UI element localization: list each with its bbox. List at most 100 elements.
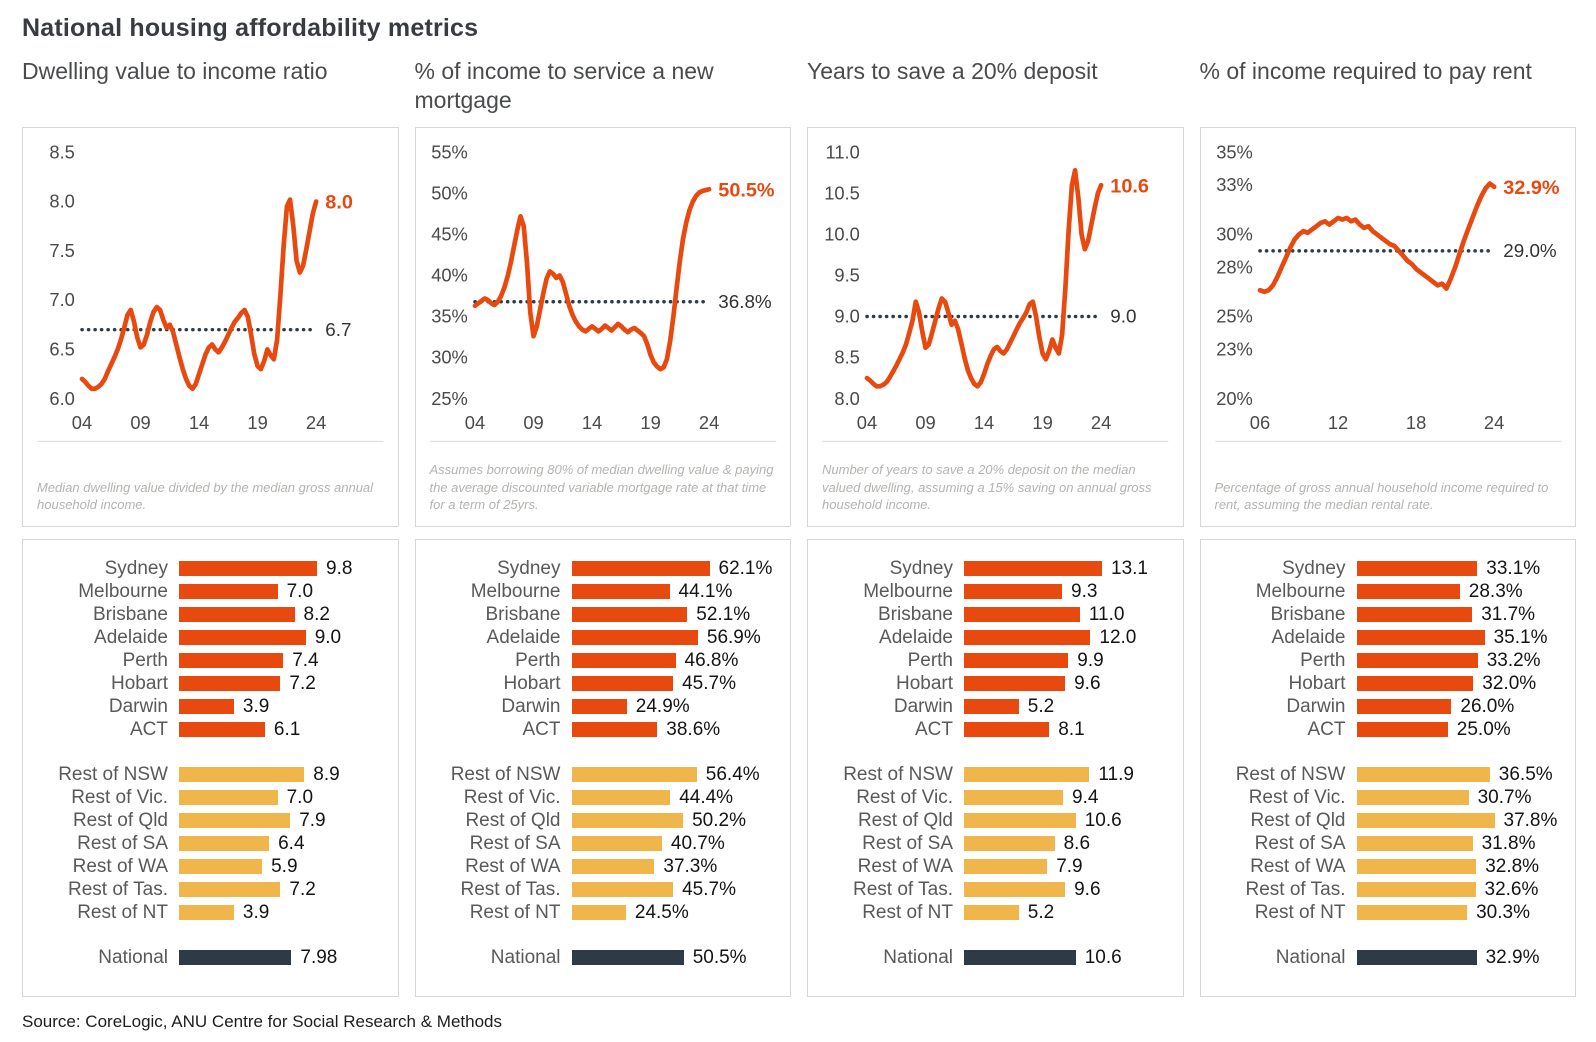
bar — [1356, 676, 1474, 691]
bar-value: 12.0 — [1099, 626, 1137, 648]
bar-area: 10.6 — [964, 810, 1173, 832]
bar-area: 6.1 — [179, 719, 388, 741]
bar-area: 24.9% — [571, 696, 781, 718]
bar-row: Darwin 24.9% — [426, 695, 781, 718]
bar-label: Rest of Vic. — [463, 786, 561, 808]
bar-label: Brisbane — [485, 603, 561, 625]
bar-area: 25.0% — [1356, 719, 1566, 741]
bar-label: Rest of NSW — [843, 763, 953, 785]
y-tick-label: 20% — [1216, 388, 1253, 409]
bar-value: 32.0% — [1482, 672, 1537, 694]
bar-label: Melbourne — [1255, 580, 1346, 602]
bar-row: Perth 46.8% — [426, 649, 781, 672]
bar-row: Rest of Vic. 30.7% — [1211, 786, 1566, 809]
bar-label: National — [1275, 946, 1346, 968]
bar — [1356, 630, 1485, 645]
bar — [179, 790, 278, 805]
bar-row: Rest of Tas. 45.7% — [426, 878, 781, 901]
bar-row: Hobart 9.6 — [818, 672, 1173, 695]
bar-row: Perth 9.9 — [818, 649, 1173, 672]
bar-area: 46.8% — [571, 650, 781, 672]
bar — [964, 950, 1076, 965]
bar-row: Rest of SA 8.6 — [818, 832, 1173, 855]
bar-row: Rest of Qld 50.2% — [426, 809, 781, 832]
bar-chart-box: Sydney 33.1% Melbourne 28.3% Brisbane 31.7% Ad… — [1199, 539, 1576, 997]
bar-row: Rest of Qld 7.9 — [33, 809, 388, 832]
bar-value: 26.0% — [1460, 695, 1515, 717]
bar-row: Rest of NSW 36.5% — [1211, 763, 1566, 786]
bar-value: 7.0 — [286, 580, 314, 602]
bar-row: Sydney 13.1 — [818, 557, 1173, 580]
bar-label: Rest of Tas. — [68, 878, 168, 900]
latest-value-label: 8.0 — [325, 192, 353, 214]
bar-value: 30.7% — [1477, 786, 1532, 808]
bar-row: National 32.9% — [1211, 946, 1566, 969]
y-tick-label: 35% — [1216, 141, 1253, 162]
bar — [1356, 905, 1468, 920]
bar-area: 37.8% — [1356, 810, 1566, 832]
bar-label: Rest of Vic. — [71, 786, 168, 808]
bar-row: National 7.98 — [33, 946, 388, 969]
average-value-label: 9.0 — [1110, 306, 1136, 327]
bar-row: Adelaide 56.9% — [426, 626, 781, 649]
bar — [571, 790, 671, 805]
bar-value: 7.2 — [289, 878, 316, 900]
bar-row: Rest of NT 24.5% — [426, 901, 781, 924]
source-note: Source: CoreLogic, ANU Centre for Social… — [22, 1012, 503, 1031]
bar-row: Rest of SA 40.7% — [426, 832, 781, 855]
bar-row: Rest of Tas. 9.6 — [818, 878, 1173, 901]
bar-value: 9.6 — [1074, 672, 1101, 694]
bar-value: 9.6 — [1074, 878, 1101, 900]
x-tick-label: 24 — [306, 412, 326, 433]
bar-row: Sydney 9.8 — [33, 557, 388, 580]
panel-years-to-save-a-20-deposit: Years to save a 20% deposit 8.0 8.5 9.0 9.5 1… — [807, 57, 1184, 997]
bar-value: 10.6 — [1084, 809, 1122, 831]
bar — [1356, 561, 1478, 576]
bar-area: 8.9 — [179, 764, 388, 786]
bar-area: 7.4 — [179, 650, 388, 672]
data-line — [1257, 181, 1496, 295]
bar-row: Brisbane 31.7% — [1211, 603, 1566, 626]
bar-value: 33.1% — [1486, 557, 1541, 579]
bar-label: Adelaide — [879, 626, 953, 648]
x-tick-label: 12 — [1327, 412, 1347, 433]
bar — [571, 676, 674, 691]
bar-label: Adelaide — [486, 626, 561, 648]
bar-row: Sydney 33.1% — [1211, 557, 1566, 580]
bar — [1356, 790, 1469, 805]
bar-value: 10.6 — [1084, 946, 1122, 968]
bar-label: Rest of NT — [1254, 901, 1346, 923]
bar-value: 11.0 — [1088, 603, 1125, 625]
bar-label: Rest of Vic. — [1248, 786, 1346, 808]
bar-value: 44.4% — [679, 786, 734, 808]
bar-area: 32.8% — [1356, 856, 1566, 878]
bar-value: 31.7% — [1481, 603, 1536, 625]
bar-value: 8.6 — [1063, 832, 1091, 854]
bar — [1356, 584, 1460, 599]
bar — [179, 767, 305, 782]
bar-label: Rest of SA — [469, 832, 561, 854]
x-tick-label: 14 — [189, 412, 209, 433]
bar-row: Rest of WA 7.9 — [818, 855, 1173, 878]
bar — [964, 607, 1080, 622]
y-tick-label: 8.0 — [834, 388, 859, 409]
bar-value: 8.1 — [1058, 718, 1085, 740]
bar-label: Rest of NT — [77, 901, 168, 923]
line-chart-box: 8.0 8.5 9.0 9.5 10.0 10.5 11.0 04 09 14 19 24 9.0 10.… — [807, 127, 1184, 527]
bar — [179, 653, 284, 668]
y-tick-label: 8.5 — [49, 141, 74, 162]
line-chart: 20% 23% 25% 28% 30% 33% 35% 06 12 18 24 29.0% 32.9% — [1214, 141, 1561, 442]
bar-area: 6.4 — [179, 833, 388, 855]
bar — [179, 699, 234, 714]
bar-label: Perth — [122, 649, 168, 671]
bar-label: Brisbane — [93, 603, 168, 625]
bar-value: 6.1 — [273, 718, 301, 740]
bar-label: Perth — [907, 649, 953, 671]
bar-row: National 50.5% — [426, 946, 781, 969]
bar-area: 50.2% — [571, 810, 781, 832]
y-tick-label: 40% — [431, 265, 468, 286]
bar — [179, 676, 281, 691]
bar-label: Rest of WA — [465, 855, 561, 877]
bar-row: Rest of NT 30.3% — [1211, 901, 1566, 924]
bar — [964, 813, 1076, 828]
